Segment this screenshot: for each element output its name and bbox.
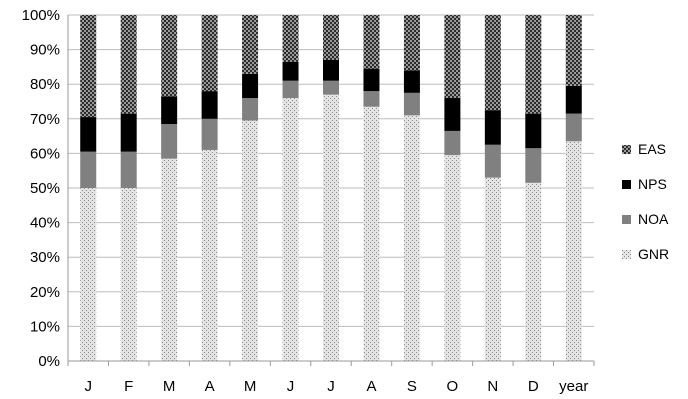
bar-segment-gnr [565, 141, 582, 361]
bar-segment-noa [565, 113, 582, 142]
bar-segment-noa [323, 80, 339, 95]
bar-segment-eas [444, 15, 461, 99]
y-tick-label: 70% [30, 111, 60, 128]
x-tick-label: D [528, 378, 539, 395]
bar-segment-eas [363, 15, 380, 69]
bar-segment-eas [282, 15, 299, 62]
y-axis-tick-labels: 0% 10% 20% 30% 40% 50% 60% 70% 80% 90% 100% [22, 7, 60, 370]
bar-segment-nps [282, 61, 299, 81]
x-tick-label: J [327, 378, 335, 395]
x-tick-label: year [559, 378, 588, 395]
bar-segment-nps [242, 73, 259, 99]
bar-segment-gnr [444, 155, 461, 361]
bar-segment-noa [80, 151, 97, 188]
x-tick-label: M [244, 378, 257, 395]
bar-segment-noa [363, 91, 380, 107]
y-tick-label: 40% [30, 215, 60, 232]
bar-segment-noa [282, 80, 299, 99]
bar-segment-noa [525, 148, 542, 183]
y-tick-label: 10% [30, 318, 60, 335]
x-tick-label: F [124, 378, 133, 395]
bar-segment-gnr [201, 149, 218, 361]
bar-segment-nps [403, 70, 420, 93]
legend-swatch-noa [622, 215, 631, 224]
x-tick-label: J [287, 378, 295, 395]
bar-segment-eas [80, 15, 97, 118]
bar-segment-eas [323, 15, 339, 60]
y-tick-label: 100% [22, 7, 60, 24]
bar-segment-gnr [363, 106, 380, 361]
bar-segment-gnr [484, 177, 501, 361]
bar-segment-nps [484, 110, 501, 145]
x-tick-label: S [407, 378, 417, 395]
x-tick-label: N [487, 378, 498, 395]
bar-segment-eas [161, 15, 178, 97]
bar-segment-gnr [80, 188, 97, 361]
bar-segment-nps [525, 113, 542, 149]
y-tick-label: 80% [30, 76, 60, 93]
bar-segment-gnr [242, 120, 259, 361]
bar-segment-gnr [323, 94, 339, 361]
bar-segment-gnr [403, 115, 420, 361]
legend-swatch-nps [622, 180, 631, 189]
bar-segment-gnr [120, 188, 137, 361]
bar-segment-gnr [161, 158, 178, 361]
legend: EAS NPS NOA GNR [622, 141, 669, 262]
axes [67, 15, 595, 366]
legend-label-noa: NOA [638, 211, 669, 227]
y-tick-label: 60% [30, 145, 60, 162]
x-tick-label: A [205, 378, 215, 395]
bar-segment-eas [484, 15, 501, 111]
bar-segment-nps [80, 117, 97, 152]
y-tick-label: 0% [38, 353, 60, 370]
bar-segment-eas [525, 15, 542, 114]
x-tick-label: J [84, 378, 92, 395]
bar-segment-noa [444, 130, 461, 156]
bar-segment-nps [161, 96, 178, 124]
bar-segment-eas [201, 15, 218, 92]
bar-segment-eas [565, 15, 582, 86]
bar-segment-gnr [282, 98, 299, 361]
bar-segment-nps [201, 91, 218, 119]
y-tick-label: 90% [30, 42, 60, 59]
legend-label-eas: EAS [638, 141, 666, 157]
bar-segment-eas [120, 15, 137, 114]
bar-segment-noa [120, 151, 137, 188]
legend-label-gnr: GNR [638, 246, 669, 262]
bar-segment-nps [323, 59, 339, 81]
bar-segment-eas [403, 15, 420, 71]
bar-segment-noa [161, 123, 178, 159]
y-tick-label: 20% [30, 284, 60, 301]
bar-segment-noa [484, 144, 501, 178]
y-tick-label: 30% [30, 249, 60, 266]
bar-segment-noa [201, 118, 218, 150]
bar-segment-nps [444, 98, 461, 131]
y-tick-label: 50% [30, 180, 60, 197]
bar-segment-nps [120, 113, 137, 152]
legend-label-nps: NPS [638, 176, 667, 192]
x-tick-label: M [163, 378, 176, 395]
bar-segment-nps [565, 85, 582, 114]
bar-segment-noa [242, 98, 259, 121]
bar-segment-noa [403, 92, 420, 116]
legend-swatch-eas [622, 145, 631, 154]
x-tick-label: O [447, 378, 459, 395]
x-tick-label: A [366, 378, 376, 395]
legend-swatch-gnr [622, 250, 631, 259]
bars [80, 15, 582, 361]
bar-segment-eas [242, 15, 259, 74]
bar-segment-gnr [525, 182, 542, 361]
bar-segment-nps [363, 68, 380, 92]
